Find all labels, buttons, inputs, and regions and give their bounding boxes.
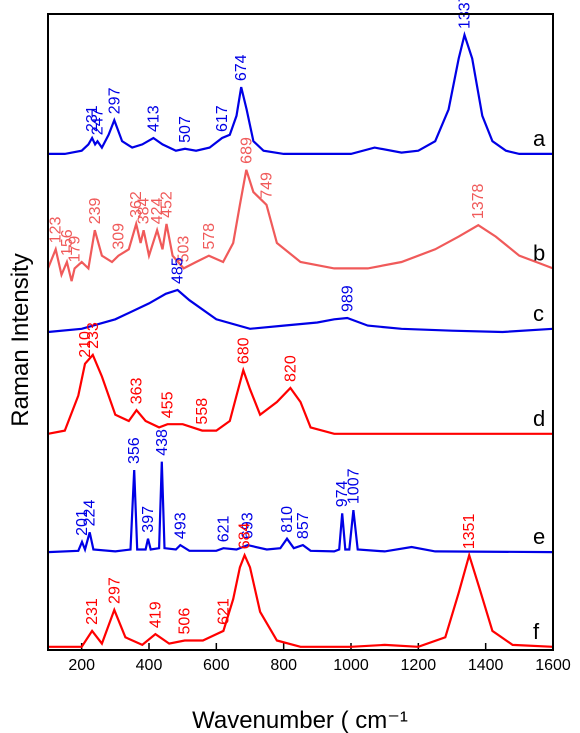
x-tick-label: 400 [136, 657, 163, 674]
peak-label: 485 [170, 257, 187, 284]
peak-label: 1378 [470, 183, 487, 219]
peak-label: 363 [129, 377, 146, 404]
peak-label: 231 [84, 105, 101, 132]
peak-label: 419 [147, 601, 164, 628]
peak-label: 233 [85, 322, 102, 349]
peak-label: 621 [215, 598, 232, 625]
peak-label: 621 [215, 515, 232, 542]
peak-label: 693 [240, 512, 257, 539]
peak-label: 413 [145, 105, 162, 132]
peak-label: 989 [339, 285, 356, 312]
peak-label: 749 [258, 172, 275, 199]
peak-label: 493 [172, 512, 189, 539]
peak-label: 503 [176, 236, 193, 263]
peak-label: 578 [201, 223, 218, 250]
series-label: f [533, 619, 540, 644]
peak-label: 123 [48, 217, 65, 244]
peak-label: 1351 [461, 514, 478, 550]
peak-label: 558 [194, 398, 211, 425]
spectrum-line [48, 31, 553, 155]
x-tick-label: 1400 [468, 657, 504, 674]
x-axis-label: Wavenumber ( cm⁻¹ [192, 707, 408, 733]
peak-label: 974 [334, 480, 351, 507]
peak-label: 210 [77, 331, 94, 358]
spectrum-line [47, 461, 554, 554]
peak-label: 362 [128, 191, 145, 218]
peak-label: 424 [149, 197, 166, 224]
spectrum-line [48, 551, 554, 648]
spectrum-line [47, 352, 553, 435]
peak-label: 356 [126, 437, 143, 464]
peak-label: 689 [238, 137, 255, 164]
peak-label: 397 [140, 506, 157, 533]
series-label: a [533, 126, 546, 151]
series-label: c [533, 301, 544, 326]
plot-frame [47, 13, 554, 651]
series-label: d [533, 406, 545, 431]
peak-label: 1007 [345, 468, 362, 504]
peak-label: 674 [233, 54, 250, 81]
peak-label: 507 [177, 116, 194, 143]
x-tick-label: 200 [68, 657, 95, 674]
x-tick-label: 800 [270, 657, 297, 674]
peak-label: 297 [106, 577, 123, 604]
peak-label: 680 [235, 337, 252, 364]
peak-label: 297 [106, 87, 123, 114]
spectrum-line [46, 169, 554, 282]
peak-label: 452 [159, 191, 176, 218]
peak-label: 384 [136, 197, 153, 224]
peak-label: 231 [84, 598, 101, 625]
spectrum-line [47, 288, 554, 334]
peak-label: 247 [89, 108, 106, 135]
peak-label: 820 [282, 355, 299, 382]
peak-label: 438 [154, 429, 171, 456]
peak-label: 684 [237, 522, 254, 549]
x-tick-label: 1200 [401, 657, 437, 674]
peak-label: 201 [74, 509, 91, 536]
peak-label: 224 [82, 500, 99, 527]
x-tick-label: 600 [203, 657, 230, 674]
peak-label: 309 [110, 223, 127, 250]
peak-label: 455 [160, 391, 177, 418]
peak-label: 179 [67, 236, 84, 263]
peak-label: 506 [177, 608, 194, 635]
y-axis-label: Raman Intensity [7, 253, 34, 426]
peak-label: 857 [295, 512, 312, 539]
peak-label: 239 [87, 197, 104, 224]
peak-label: 617 [214, 105, 231, 132]
x-tick-label: 1600 [535, 657, 571, 674]
x-tick-label: 1000 [333, 657, 369, 674]
peak-label: 810 [279, 506, 296, 533]
peak-label: 156 [59, 229, 76, 256]
series-label: e [533, 524, 545, 549]
series-label: b [533, 240, 545, 265]
